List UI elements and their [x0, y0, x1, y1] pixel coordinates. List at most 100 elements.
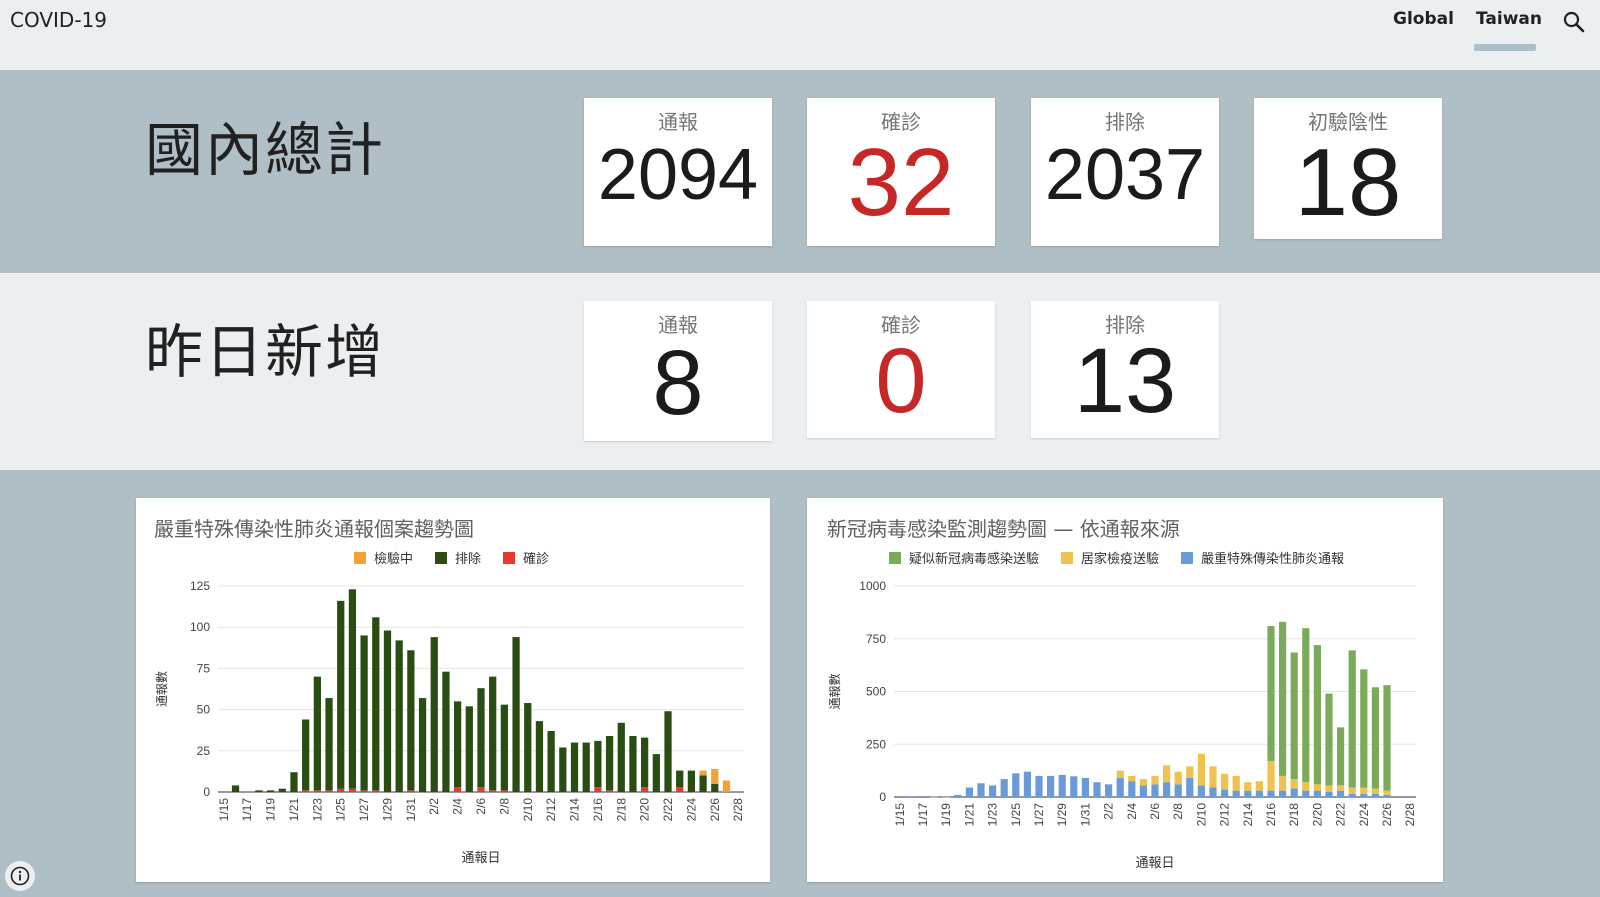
y-tick-label: 0: [203, 785, 210, 799]
search-icon[interactable]: [1562, 10, 1586, 34]
bar-segment: [477, 688, 485, 788]
x-tick-label: 2/14: [1241, 803, 1255, 827]
bar-segment: [676, 787, 684, 792]
x-tick-label: 2/16: [1264, 803, 1278, 827]
bar-segment: [477, 787, 485, 792]
surveillance-trend-chart-card: 新冠病毒感染監測趨勢圖 — 依通報來源 疑似新冠病毒感染送驗 居家檢疫送驗 嚴重特殊傳…: [807, 498, 1443, 882]
x-tick-label: 1/29: [1055, 803, 1069, 827]
bar-segment: [1174, 771, 1182, 785]
bar-segment: [1197, 785, 1205, 797]
bar-segment: [465, 706, 473, 792]
bar-segment: [582, 742, 590, 792]
y-tick-label: 1000: [859, 579, 886, 593]
bar-segment: [231, 785, 240, 792]
x-tick-label: 2/14: [568, 798, 582, 822]
stat-label: 確診: [881, 313, 921, 337]
y-axis-title: 通報數: [828, 673, 842, 709]
bar-segment: [1267, 790, 1275, 797]
bar-segment: [535, 721, 544, 792]
bar-segment: [605, 735, 614, 791]
bar-segment: [313, 790, 321, 792]
bar-segment: [1371, 687, 1379, 789]
bar-segment: [1325, 791, 1333, 797]
active-tab-indicator: [1474, 44, 1536, 51]
info-icon[interactable]: [5, 861, 35, 891]
x-axis-title: 通報日: [1135, 856, 1174, 871]
bar-segment: [1371, 788, 1379, 794]
stat-label: 初驗陰性: [1308, 110, 1388, 134]
bar-segment: [1151, 775, 1159, 785]
bar-segment: [524, 703, 532, 792]
bar-segment: [641, 787, 649, 792]
total-excluded-card: 排除 2037: [1031, 98, 1219, 246]
bar-segment: [1383, 685, 1391, 791]
x-tick-label: 1/25: [334, 798, 348, 822]
x-tick-label: 2/20: [1310, 803, 1324, 827]
new-confirmed-card: 確診 0: [807, 301, 995, 438]
bar-segment: [1255, 790, 1263, 797]
bar-segment: [652, 754, 660, 792]
bar-segment: [442, 671, 450, 792]
bar-segment: [453, 701, 462, 788]
legend-label: 檢驗中: [374, 551, 413, 567]
bar-segment: [1174, 784, 1182, 797]
x-tick-label: 2/6: [474, 798, 488, 815]
x-axis-title: 通報日: [461, 851, 500, 866]
legend-swatch: [503, 552, 515, 564]
bar-segment: [1348, 650, 1356, 788]
bar-segment: [278, 788, 286, 792]
x-tick-label: 2/6: [1148, 803, 1162, 820]
x-tick-label: 1/21: [962, 803, 976, 827]
x-tick-label: 2/26: [708, 798, 722, 822]
bar-segment: [1279, 621, 1287, 776]
bar-segment: [383, 630, 392, 792]
bar-segment: [1383, 794, 1391, 797]
legend-label: 居家檢疫送驗: [1081, 551, 1159, 567]
bar-segment: [372, 790, 380, 792]
stat-label: 排除: [1105, 110, 1145, 134]
bar-segment: [1313, 790, 1321, 797]
bar-segment: [1151, 784, 1159, 797]
bar-segment: [594, 740, 602, 788]
bar-segment: [1186, 766, 1194, 779]
bar-segment: [954, 794, 962, 797]
x-tick-label: 2/24: [1357, 803, 1371, 827]
bar-segment: [1302, 782, 1310, 791]
tab-taiwan[interactable]: Taiwan: [1476, 9, 1542, 29]
bar-segment: [1197, 753, 1205, 786]
bar-segment: [1255, 781, 1263, 791]
x-tick-label: 2/2: [1102, 803, 1116, 820]
chart-title: 新冠病毒感染監測趨勢圖 — 依通報來源: [827, 517, 1180, 541]
x-tick-label: 2/12: [1218, 803, 1232, 827]
bar-segment: [1035, 775, 1043, 797]
new-yesterday-section: [0, 273, 1600, 470]
bar-segment: [1128, 775, 1136, 782]
bar-segment: [1163, 765, 1171, 783]
stat-value: 32: [847, 129, 955, 236]
bar-segment: [360, 790, 368, 792]
bar-segment: [1290, 652, 1298, 780]
bar-segment: [1244, 790, 1252, 797]
total-confirmed-card: 確診 32: [807, 98, 995, 246]
bar-segment: [907, 796, 915, 797]
y-tick-label: 100: [190, 620, 210, 634]
x-tick-label: 2/8: [497, 798, 511, 815]
x-tick-label: 2/24: [684, 798, 698, 822]
new-excluded-card: 排除 13: [1031, 301, 1219, 438]
x-tick-label: 1/19: [939, 803, 953, 827]
x-tick-label: 1/15: [217, 798, 231, 822]
bar-segment: [1313, 645, 1321, 785]
bar-segment: [699, 775, 707, 792]
tab-global[interactable]: Global: [1393, 9, 1454, 29]
bar-segment: [407, 650, 415, 791]
bar-segment: [489, 790, 497, 792]
bar-segment: [500, 790, 509, 792]
bar-segment: [1267, 626, 1275, 762]
legend-swatch: [1061, 552, 1073, 564]
bar-segment: [360, 635, 368, 791]
y-tick-label: 750: [866, 632, 886, 646]
legend-label: 疑似新冠病毒感染送驗: [909, 551, 1039, 567]
stat-value: 2094: [597, 135, 759, 215]
stat-value: 13: [1073, 330, 1177, 432]
